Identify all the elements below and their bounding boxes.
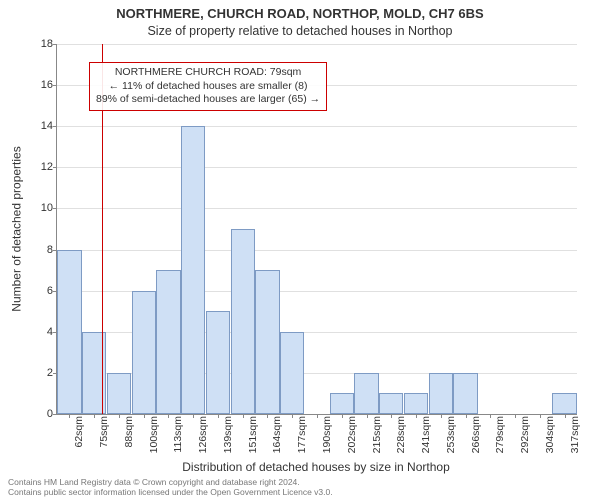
- y-tick-label: 18: [41, 38, 53, 50]
- histogram-bar: [453, 373, 477, 414]
- x-tick-mark: [267, 414, 268, 418]
- x-tick-label: 279sqm: [494, 416, 506, 453]
- x-tick-label: 292sqm: [519, 416, 531, 453]
- x-tick-mark: [317, 414, 318, 418]
- x-tick-label: 151sqm: [247, 416, 259, 453]
- x-tick-label: 202sqm: [346, 416, 358, 453]
- y-tick-mark: [53, 85, 57, 86]
- x-tick-mark: [515, 414, 516, 418]
- x-tick-mark: [565, 414, 566, 418]
- x-tick-label: 317sqm: [569, 416, 581, 453]
- gridline: [57, 250, 577, 251]
- x-tick-label: 113sqm: [172, 416, 184, 453]
- y-tick-mark: [53, 414, 57, 415]
- x-tick-mark: [193, 414, 194, 418]
- x-tick-mark: [144, 414, 145, 418]
- histogram-bar: [404, 393, 428, 414]
- x-tick-label: 190sqm: [321, 416, 333, 453]
- histogram-bar: [156, 270, 180, 414]
- histogram-bar: [132, 291, 156, 414]
- x-tick-mark: [168, 414, 169, 418]
- histogram-bar: [231, 229, 255, 414]
- gridline: [57, 208, 577, 209]
- gridline: [57, 126, 577, 127]
- histogram-bar: [354, 373, 378, 414]
- histogram-bar: [206, 311, 230, 414]
- x-tick-mark: [69, 414, 70, 418]
- x-axis-label: Distribution of detached houses by size …: [56, 460, 576, 474]
- chart-title: NORTHMERE, CHURCH ROAD, NORTHOP, MOLD, C…: [0, 6, 600, 21]
- x-tick-label: 266sqm: [470, 416, 482, 453]
- x-tick-mark: [342, 414, 343, 418]
- y-tick-mark: [53, 167, 57, 168]
- histogram-bar: [330, 393, 354, 414]
- x-tick-label: 228sqm: [395, 416, 407, 453]
- x-tick-label: 177sqm: [296, 416, 308, 453]
- histogram-bar: [181, 126, 205, 414]
- x-tick-label: 139sqm: [222, 416, 234, 453]
- x-tick-label: 100sqm: [148, 416, 160, 453]
- y-tick-label: 14: [41, 120, 53, 132]
- histogram-bar: [255, 270, 279, 414]
- histogram-bar: [379, 393, 403, 414]
- x-tick-label: 164sqm: [271, 416, 283, 453]
- y-tick-label: 8: [47, 244, 53, 256]
- y-tick-label: 6: [47, 285, 53, 297]
- x-tick-label: 88sqm: [123, 416, 135, 448]
- x-tick-mark: [441, 414, 442, 418]
- footer-line2: Contains public sector information licen…: [8, 488, 333, 498]
- x-tick-mark: [490, 414, 491, 418]
- histogram-bar: [552, 393, 576, 414]
- y-axis-label: Number of detached properties: [10, 146, 24, 311]
- y-tick-label: 12: [41, 161, 53, 173]
- y-tick-label: 10: [41, 202, 53, 214]
- x-tick-mark: [119, 414, 120, 418]
- chart-container: NORTHMERE, CHURCH ROAD, NORTHOP, MOLD, C…: [0, 0, 600, 500]
- x-tick-label: 253sqm: [445, 416, 457, 453]
- annotation-box: NORTHMERE CHURCH ROAD: 79sqm← 11% of det…: [89, 62, 327, 111]
- y-tick-label: 16: [41, 79, 53, 91]
- y-tick-label: 4: [47, 326, 53, 338]
- x-tick-mark: [466, 414, 467, 418]
- x-tick-mark: [292, 414, 293, 418]
- x-tick-mark: [540, 414, 541, 418]
- x-tick-mark: [218, 414, 219, 418]
- x-tick-label: 241sqm: [420, 416, 432, 453]
- y-tick-mark: [53, 44, 57, 45]
- y-axis-label-wrap: Number of detached properties: [10, 44, 24, 414]
- chart-subtitle: Size of property relative to detached ho…: [0, 24, 600, 38]
- chart-plot-area: 02468101214161862sqm75sqm88sqm100sqm113s…: [56, 44, 577, 415]
- x-tick-label: 62sqm: [73, 416, 85, 448]
- x-tick-mark: [94, 414, 95, 418]
- x-tick-mark: [391, 414, 392, 418]
- annotation-line1: NORTHMERE CHURCH ROAD: 79sqm: [96, 66, 320, 80]
- histogram-bar: [429, 373, 453, 414]
- histogram-bar: [280, 332, 304, 414]
- y-tick-label: 2: [47, 367, 53, 379]
- gridline: [57, 167, 577, 168]
- x-tick-mark: [367, 414, 368, 418]
- histogram-bar: [107, 373, 131, 414]
- annotation-line2: ← 11% of detached houses are smaller (8): [96, 80, 320, 94]
- histogram-bar: [57, 250, 81, 414]
- x-tick-label: 215sqm: [371, 416, 383, 453]
- x-tick-mark: [243, 414, 244, 418]
- y-tick-mark: [53, 126, 57, 127]
- gridline: [57, 44, 577, 45]
- x-tick-mark: [416, 414, 417, 418]
- x-tick-label: 75sqm: [98, 416, 110, 448]
- x-tick-label: 126sqm: [197, 416, 209, 453]
- footer-attribution: Contains HM Land Registry data © Crown c…: [8, 478, 333, 498]
- annotation-line3: 89% of semi-detached houses are larger (…: [96, 93, 320, 107]
- y-tick-label: 0: [47, 408, 53, 420]
- x-tick-label: 304sqm: [544, 416, 556, 453]
- y-tick-mark: [53, 208, 57, 209]
